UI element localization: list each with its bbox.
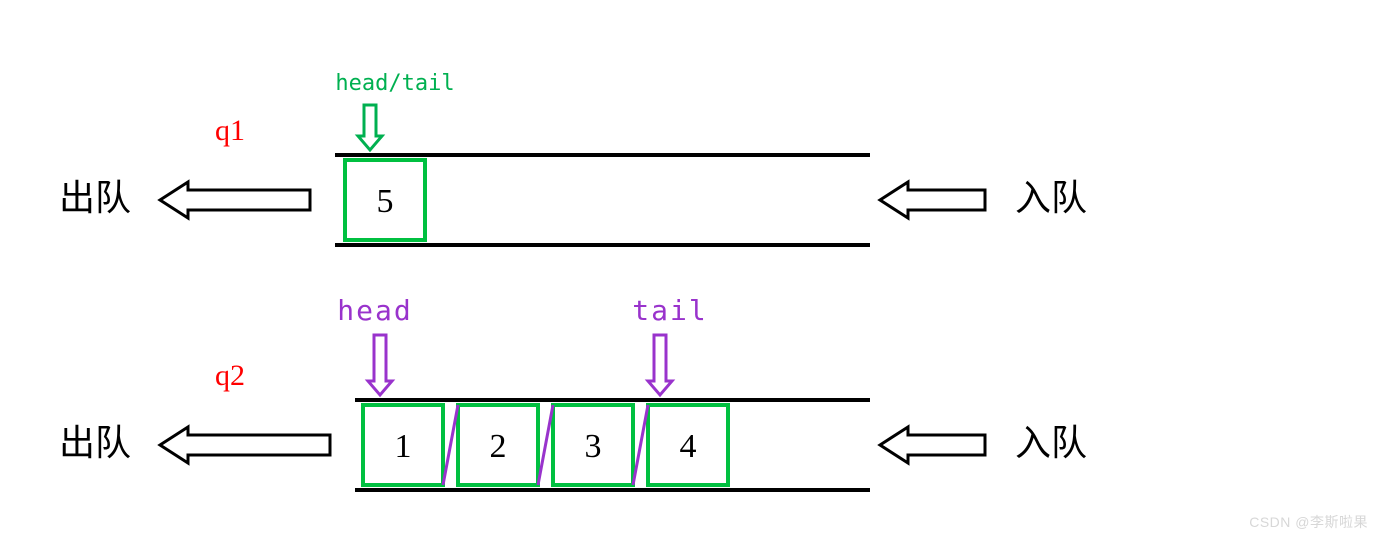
q1-headtail-label: head/tail — [335, 71, 454, 96]
q1-enqueue-label: 入队 — [1015, 178, 1087, 218]
watermark-text: CSDN @李斯啦果 — [1249, 512, 1368, 532]
q2-connector-1 — [538, 405, 553, 485]
q1-name: q1 — [215, 114, 245, 147]
q1-dequeue-label: 出队 — [59, 178, 131, 218]
q2-enqueue-arrow — [880, 427, 985, 463]
q2-tail-label: tail — [632, 294, 707, 327]
q2-box-value-0: 1 — [395, 428, 412, 465]
q2-dequeue-label: 出队 — [59, 423, 131, 463]
q1-enqueue-arrow — [880, 182, 985, 218]
q2-connector-0 — [443, 405, 458, 485]
q2-connector-2 — [633, 405, 648, 485]
q2-enqueue-label: 入队 — [1015, 423, 1087, 463]
q2-box-value-3: 4 — [680, 428, 697, 465]
q2-head-label: head — [337, 294, 412, 327]
q2-box-value-1: 2 — [490, 428, 507, 465]
q1-dequeue-arrow — [160, 182, 310, 218]
q2-name: q2 — [215, 359, 245, 392]
q1-box-value-0: 5 — [377, 183, 394, 220]
q2-tail-arrow — [648, 335, 672, 395]
q1-headtail-arrow — [358, 105, 382, 150]
q2-box-value-2: 3 — [585, 428, 602, 465]
q2-dequeue-arrow — [160, 427, 330, 463]
q2-head-arrow — [368, 335, 392, 395]
